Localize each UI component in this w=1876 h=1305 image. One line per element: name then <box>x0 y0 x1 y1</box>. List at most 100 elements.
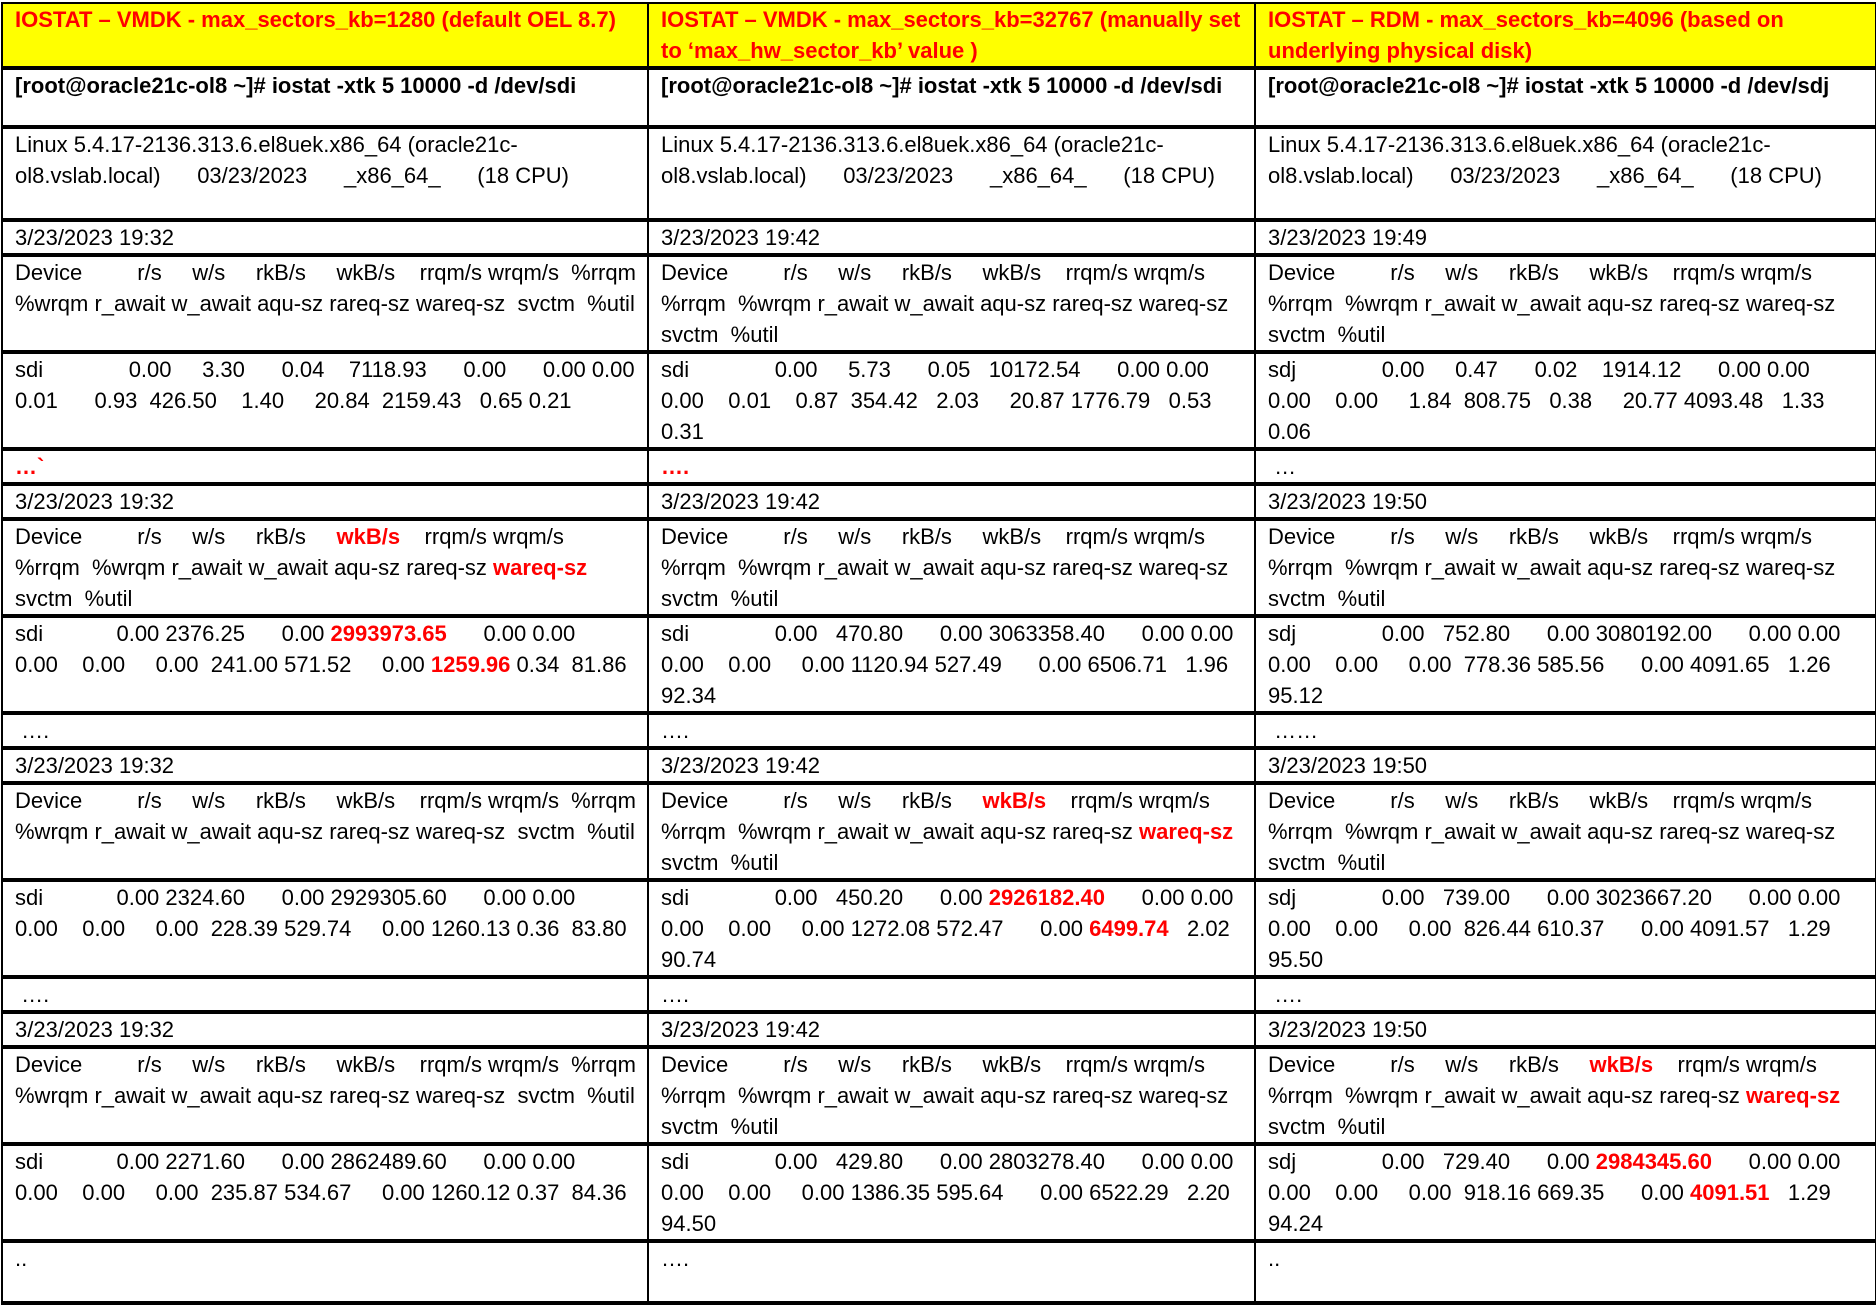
timestamp-cell: 3/23/2023 19:42 <box>647 1011 1256 1049</box>
column-header-row: Device r/s w/s rkB/s wkB/s rrqm/s wrqm/s… <box>1 518 1876 618</box>
title-row-cell: IOSTAT – VMDK - max_sectors_kb=1280 (def… <box>1 2 649 70</box>
ellipsis-row-cell: .. <box>1254 1240 1876 1305</box>
column-header-row: Device r/s w/s rkB/s wkB/s rrqm/s wrqm/s… <box>1 782 1876 882</box>
text-segment: sdi 0.00 2324.60 0.00 2929305.60 0.00 0.… <box>15 885 627 941</box>
timestamp-cell: 3/23/2023 19:32 <box>1 747 649 785</box>
text-segment: Device r/s w/s rkB/s wkB/s rrqm/s wrqm/s… <box>15 260 648 316</box>
device-stats-row: sdi 0.00 2271.60 0.00 2862489.60 0.00 0.… <box>1 1143 1876 1243</box>
timestamp-row: 3/23/2023 19:32 3/23/2023 19:42 3/23/2023 … <box>1 483 1876 521</box>
text-segment: Device r/s w/s rkB/s wkB/s rrqm/s wrqm/s… <box>1268 788 1848 875</box>
text-segment: .. <box>1268 1246 1281 1271</box>
system-info-row: Linux 5.4.17-2136.313.6.el8uek.x86_64 (o… <box>1 126 1876 222</box>
text-segment: sdi 0.00 5.73 0.05 10172.54 0.00 0.00 0.… <box>661 357 1234 444</box>
column-header-row-cell: Device r/s w/s rkB/s wkB/s rrqm/s wrqm/s… <box>1254 254 1876 354</box>
device-stats-row-cell: sdi 0.00 470.80 0.00 3063358.40 0.00 0.0… <box>647 615 1256 715</box>
device-stats-row-cell: sdj 0.00 0.47 0.02 1914.12 0.00 0.00 0.0… <box>1254 351 1876 451</box>
device-stats-row-cell: sdj 0.00 729.40 0.00 2984345.60 0.00 0.0… <box>1254 1143 1876 1243</box>
ellipsis-row-cell: …. <box>1 712 649 750</box>
timestamp-cell: 3/23/2023 19:50 <box>1254 1011 1876 1049</box>
text-segment: 0.00 0.00 0.00 0.00 0.00 1272.08 572.47 … <box>661 885 1234 941</box>
text-segment: sdj 0.00 0.47 0.02 1914.12 0.00 0.00 0.0… <box>1268 357 1843 444</box>
title-row-cell: IOSTAT – RDM - max_sectors_kb=4096 (base… <box>1254 2 1876 70</box>
text-segment: .. <box>15 1246 28 1271</box>
highlighted-value: …. <box>661 454 690 479</box>
text-segment: Device r/s w/s rkB/s wkB/s rrqm/s wrqm/s… <box>1268 260 1848 347</box>
text-segment: 0.00 0.00 0.00 0.00 0.00 241.00 571.52 0… <box>15 621 600 677</box>
column-header-row-cell: Device r/s w/s rkB/s wkB/s rrqm/s wrqm/s… <box>647 254 1256 354</box>
text-segment: Device r/s w/s rkB/s wkB/s rrqm/s wrqm/s… <box>15 1052 648 1108</box>
text-segment: 2.02 90.74 <box>661 916 1243 972</box>
timestamp-cell: 3/23/2023 19:32 <box>1 483 649 521</box>
text-segment: svctm %util <box>661 819 1246 875</box>
timestamp-cell: 3/23/2023 19:42 <box>647 483 1256 521</box>
timestamp-cell: 3/23/2023 19:32 <box>1 1011 649 1049</box>
ellipsis-row-cell: …. <box>647 448 1256 486</box>
text-segment: Device r/s w/s rkB/s <box>661 788 983 813</box>
text-segment: sdj 0.00 729.40 0.00 <box>1268 1149 1596 1174</box>
text-segment: sdj 0.00 752.80 0.00 3080192.00 0.00 0.0… <box>1268 621 1865 708</box>
ellipsis-row: .. …... <box>1 1240 1876 1305</box>
text-segment: sdi 0.00 2271.60 0.00 2862489.60 0.00 0.… <box>15 1149 627 1205</box>
device-stats-row-cell: sdi 0.00 2271.60 0.00 2862489.60 0.00 0.… <box>1 1143 649 1243</box>
highlighted-value: 2984345.60 <box>1595 1149 1712 1174</box>
system-info-row-cell: Linux 5.4.17-2136.313.6.el8uek.x86_64 (o… <box>647 126 1256 222</box>
ellipsis-row: …` …. … <box>1 448 1876 486</box>
text-segment: …. <box>661 1246 690 1271</box>
text-segment: Device r/s w/s rkB/s <box>1268 1052 1590 1077</box>
ellipsis-row-cell: …` <box>1 448 649 486</box>
highlighted-value: 1259.96 <box>430 652 511 677</box>
device-stats-row-cell: sdi 0.00 3.30 0.04 7118.93 0.00 0.00 0.0… <box>1 351 649 451</box>
highlighted-value: 2993973.65 <box>330 621 447 646</box>
text-segment: Device r/s w/s rkB/s <box>15 524 337 549</box>
text-segment: Device r/s w/s rkB/s wkB/s rrqm/s wrqm/s… <box>661 1052 1241 1139</box>
device-stats-row: sdi 0.00 2324.60 0.00 2929305.60 0.00 0.… <box>1 879 1876 979</box>
command-row-cell: [root@oracle21c-ol8 ~]# iostat -xtk 5 10… <box>647 67 1256 129</box>
text-segment: …. <box>661 982 690 1007</box>
system-info-row-cell: Linux 5.4.17-2136.313.6.el8uek.x86_64 (o… <box>1 126 649 222</box>
column-header-row-cell: Device r/s w/s rkB/s wkB/s rrqm/s wrqm/s… <box>1 1046 649 1146</box>
timestamp-cell: 3/23/2023 19:42 <box>647 747 1256 785</box>
highlighted-value: …` <box>15 454 45 479</box>
column-header-row: Device r/s w/s rkB/s wkB/s rrqm/s wrqm/s… <box>1 254 1876 354</box>
highlighted-value: 2926182.40 <box>988 885 1105 910</box>
highlighted-value: 6499.74 <box>1089 916 1169 941</box>
text-segment: sdi 0.00 450.20 0.00 <box>661 885 989 910</box>
text-segment: Device r/s w/s rkB/s wkB/s rrqm/s wrqm/s… <box>661 260 1241 347</box>
ellipsis-row-cell: …. <box>1254 976 1876 1014</box>
timestamp-cell: 3/23/2023 19:49 <box>1254 219 1876 257</box>
text-segment: rrqm/s wrqm/s %rrqm %wrqm r_await w_awai… <box>15 524 577 580</box>
text-segment: … <box>1268 454 1297 479</box>
text-segment: sdi 0.00 3.30 0.04 7118.93 0.00 0.00 0.0… <box>15 357 635 413</box>
highlighted-value: wkB/s <box>1589 1052 1654 1077</box>
text-segment: …. <box>15 982 50 1007</box>
column-header-row-cell: Device r/s w/s rkB/s wkB/s rrqm/s wrqm/s… <box>647 1046 1256 1146</box>
device-stats-row-cell: sdi 0.00 429.80 0.00 2803278.40 0.00 0.0… <box>647 1143 1256 1243</box>
text-segment: sdi 0.00 470.80 0.00 3063358.40 0.00 0.0… <box>661 621 1234 708</box>
ellipsis-row-cell: …. <box>647 712 1256 750</box>
command-row-cell: [root@oracle21c-ol8 ~]# iostat -xtk 5 10… <box>1 67 649 129</box>
highlighted-value: wareq-sz <box>493 555 588 580</box>
timestamp-cell: 3/23/2023 19:50 <box>1254 747 1876 785</box>
column-header-row-cell: Device r/s w/s rkB/s wkB/s rrqm/s wrqm/s… <box>1254 1046 1876 1146</box>
device-stats-row-cell: sdi 0.00 450.20 0.00 2926182.40 0.00 0.0… <box>647 879 1256 979</box>
text-segment: …. <box>661 718 690 743</box>
text-segment: Device r/s w/s rkB/s wkB/s rrqm/s wrqm/s… <box>15 788 648 844</box>
timestamp-cell: 3/23/2023 19:50 <box>1254 483 1876 521</box>
highlighted-value: wareq-sz <box>1746 1083 1841 1108</box>
title-row-cell: IOSTAT – VMDK - max_sectors_kb=32767 (ma… <box>647 2 1256 70</box>
device-stats-row-cell: sdj 0.00 739.00 0.00 3023667.20 0.00 0.0… <box>1254 879 1876 979</box>
text-segment: Device r/s w/s rkB/s wkB/s rrqm/s wrqm/s… <box>1268 524 1848 611</box>
text-segment: svctm %util <box>15 555 600 611</box>
ellipsis-row-cell: .. <box>1 1240 649 1305</box>
ellipsis-row-cell: …… <box>1254 712 1876 750</box>
column-header-row-cell: Device r/s w/s rkB/s wkB/s rrqm/s wrqm/s… <box>1 518 649 618</box>
ellipsis-row-cell: …. <box>1 976 649 1014</box>
timestamp-cell: 3/23/2023 19:42 <box>647 219 1256 257</box>
highlighted-value: wareq-sz <box>1139 819 1234 844</box>
command-row-cell: [root@oracle21c-ol8 ~]# iostat -xtk 5 10… <box>1254 67 1876 129</box>
column-header-row-cell: Device r/s w/s rkB/s wkB/s rrqm/s wrqm/s… <box>1 254 649 354</box>
column-header-row-cell: Device r/s w/s rkB/s wkB/s rrqm/s wrqm/s… <box>1254 518 1876 618</box>
text-segment: sdj 0.00 739.00 0.00 3023667.20 0.00 0.0… <box>1268 885 1865 972</box>
device-stats-row: sdi 0.00 2376.25 0.00 2993973.65 0.00 0.… <box>1 615 1876 715</box>
